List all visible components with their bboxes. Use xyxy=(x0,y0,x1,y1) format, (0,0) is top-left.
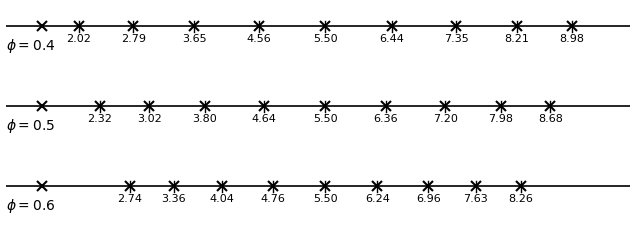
Text: 4.04: 4.04 xyxy=(209,194,234,204)
Text: 2.32: 2.32 xyxy=(87,114,113,124)
Text: 5.50: 5.50 xyxy=(313,114,337,124)
Text: 7.20: 7.20 xyxy=(433,114,458,124)
Text: $\phi = 0.5$: $\phi = 0.5$ xyxy=(6,116,55,134)
Text: 6.24: 6.24 xyxy=(365,194,390,204)
Text: 4.64: 4.64 xyxy=(252,114,277,124)
Text: 6.96: 6.96 xyxy=(416,194,441,204)
Text: 2.74: 2.74 xyxy=(117,194,142,204)
Text: 8.68: 8.68 xyxy=(538,114,563,124)
Text: $\phi = 0.4$: $\phi = 0.4$ xyxy=(6,36,56,54)
Text: 3.65: 3.65 xyxy=(182,34,206,44)
Text: 5.50: 5.50 xyxy=(313,194,337,204)
Text: $\phi = 0.6$: $\phi = 0.6$ xyxy=(6,196,56,214)
Text: 4.56: 4.56 xyxy=(246,34,271,44)
Text: 7.98: 7.98 xyxy=(488,114,513,124)
Text: 3.02: 3.02 xyxy=(137,114,162,124)
Text: 6.44: 6.44 xyxy=(379,34,404,44)
Text: 3.36: 3.36 xyxy=(161,194,186,204)
Text: 8.26: 8.26 xyxy=(508,194,533,204)
Text: 7.35: 7.35 xyxy=(444,34,469,44)
Text: 2.02: 2.02 xyxy=(66,34,91,44)
Text: 6.36: 6.36 xyxy=(374,114,398,124)
Text: 4.76: 4.76 xyxy=(260,194,285,204)
Text: 2.79: 2.79 xyxy=(121,34,146,44)
Text: 5.50: 5.50 xyxy=(313,34,337,44)
Text: 8.98: 8.98 xyxy=(559,34,584,44)
Text: 7.63: 7.63 xyxy=(464,194,488,204)
Text: 3.80: 3.80 xyxy=(192,114,217,124)
Text: 8.21: 8.21 xyxy=(504,34,529,44)
